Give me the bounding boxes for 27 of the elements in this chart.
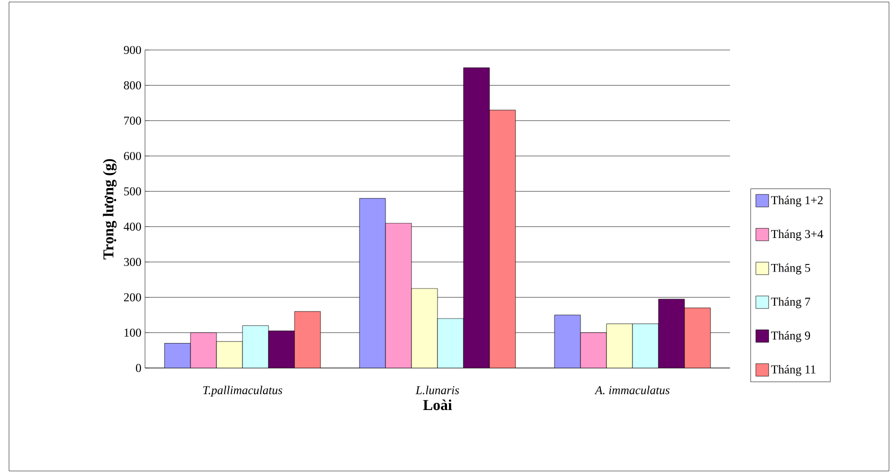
y-tick-label: 100 xyxy=(124,328,142,337)
bar xyxy=(489,110,516,368)
y-tick-label: 900 xyxy=(124,46,142,54)
y-tick-label: 600 xyxy=(124,152,142,160)
y-tick-label: 500 xyxy=(124,187,142,196)
y-tick-label: 300 xyxy=(124,258,142,266)
bar xyxy=(463,67,490,368)
bar xyxy=(684,308,711,368)
y-tick-label: 0 xyxy=(136,364,142,372)
x-axis-title: Loài xyxy=(423,400,452,410)
bar xyxy=(658,298,685,368)
y-tick-label: 400 xyxy=(124,222,142,231)
legend-label: Tháng 3+4 xyxy=(771,230,824,241)
bar xyxy=(268,330,295,368)
x-tick-label: L.lunaris xyxy=(416,386,459,394)
legend-label: Tháng 5 xyxy=(771,263,810,274)
legend-label: Tháng 7 xyxy=(771,297,810,308)
legend-label: Tháng 11 xyxy=(771,364,816,376)
y-axis-title: Trọng lượng (g) xyxy=(102,159,117,260)
y-tick-label: 800 xyxy=(124,81,142,90)
bar xyxy=(294,311,321,368)
y-tick-label: 700 xyxy=(124,116,142,125)
legend-label: Tháng 9 xyxy=(771,331,810,342)
legend-label: Tháng 1+2 xyxy=(771,196,823,207)
y-tick-label: 200 xyxy=(124,293,142,302)
x-tick-label: T.pallimaculatus xyxy=(203,386,282,397)
x-tick-label: A. immaculatus xyxy=(594,386,670,394)
